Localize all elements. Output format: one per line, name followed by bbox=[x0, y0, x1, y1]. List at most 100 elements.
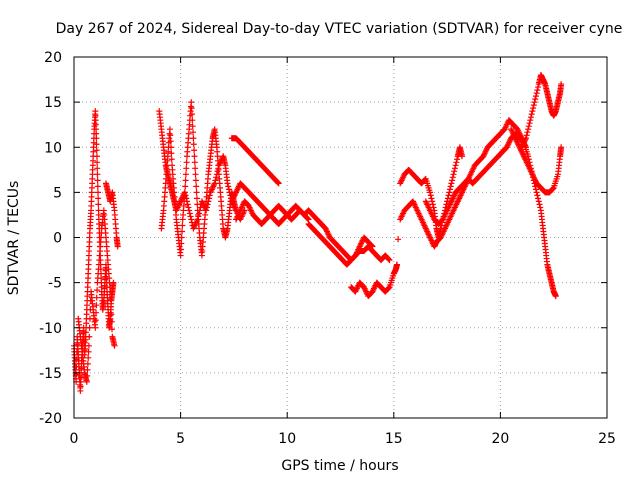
x-tick-label: 5 bbox=[176, 431, 185, 447]
data-point bbox=[183, 159, 190, 166]
data-point bbox=[451, 165, 458, 172]
data-point bbox=[449, 177, 456, 184]
data-point bbox=[166, 126, 173, 133]
data-point bbox=[525, 123, 532, 130]
x-tick-label: 0 bbox=[70, 431, 79, 447]
data-point bbox=[452, 162, 459, 169]
data-point bbox=[211, 180, 218, 187]
data-point bbox=[225, 186, 232, 193]
data-point bbox=[552, 293, 559, 300]
data-point bbox=[215, 165, 222, 172]
data-point bbox=[94, 177, 101, 184]
data-point bbox=[534, 87, 541, 94]
data-point bbox=[85, 354, 92, 361]
data-point bbox=[188, 99, 195, 106]
data-point bbox=[94, 287, 101, 294]
data-point bbox=[213, 171, 220, 178]
data-point bbox=[185, 204, 192, 211]
data-point bbox=[182, 192, 189, 199]
data-point bbox=[177, 246, 184, 253]
data-point bbox=[214, 168, 221, 175]
data-point bbox=[109, 326, 116, 333]
data-point bbox=[532, 186, 539, 193]
data-point bbox=[532, 93, 539, 100]
data-point bbox=[203, 204, 210, 211]
data-point bbox=[191, 153, 198, 160]
data-point bbox=[446, 189, 453, 196]
data-point bbox=[179, 228, 186, 235]
data-point bbox=[275, 180, 282, 187]
data-point bbox=[181, 189, 188, 196]
data-point bbox=[85, 342, 92, 349]
data-point bbox=[533, 90, 540, 97]
data-point bbox=[190, 141, 197, 148]
data-point bbox=[203, 207, 210, 214]
data-point bbox=[206, 195, 213, 202]
data-point bbox=[93, 141, 100, 148]
data-point bbox=[428, 195, 435, 202]
data-point bbox=[274, 179, 281, 186]
data-point bbox=[369, 243, 376, 250]
data-point bbox=[179, 222, 186, 229]
data-point bbox=[191, 147, 198, 154]
data-point bbox=[184, 201, 191, 208]
data-point bbox=[191, 159, 198, 166]
data-point bbox=[226, 189, 233, 196]
data-point bbox=[189, 117, 196, 124]
data-point bbox=[204, 201, 211, 208]
y-tick-label: -15 bbox=[39, 366, 62, 382]
data-point bbox=[448, 180, 455, 187]
data-point bbox=[195, 213, 202, 220]
data-point bbox=[189, 123, 196, 130]
data-point bbox=[549, 185, 556, 192]
data-point bbox=[94, 165, 101, 172]
data-point bbox=[368, 242, 375, 249]
data-point bbox=[450, 171, 457, 178]
data-point bbox=[167, 138, 174, 145]
data-point bbox=[186, 210, 193, 217]
ticks-layer: 0 5 10 15 20 25 -20 -15 -10 -5 0 5 10 15 20 bbox=[39, 50, 616, 447]
data-point bbox=[94, 189, 101, 196]
data-point bbox=[193, 189, 200, 196]
data-point bbox=[522, 135, 529, 142]
grid-layer bbox=[74, 57, 607, 418]
data-point bbox=[449, 174, 456, 181]
data-point bbox=[186, 207, 193, 214]
data-point bbox=[524, 129, 531, 136]
data-point bbox=[95, 195, 102, 202]
data-point bbox=[196, 207, 203, 214]
data-point bbox=[558, 144, 565, 151]
data-point bbox=[178, 234, 185, 241]
data-point bbox=[429, 198, 436, 205]
data-point bbox=[193, 195, 200, 202]
data-point bbox=[84, 360, 91, 367]
data-point bbox=[93, 294, 100, 301]
data-point bbox=[107, 296, 114, 303]
data-point bbox=[386, 257, 393, 264]
data-point bbox=[86, 333, 93, 340]
data-point bbox=[523, 132, 530, 139]
data-point bbox=[531, 99, 538, 106]
y-tick-label: 10 bbox=[44, 140, 62, 156]
y-tick-label: 20 bbox=[44, 50, 62, 66]
data-point bbox=[177, 252, 184, 259]
data-point bbox=[527, 114, 534, 121]
y-tick-label: -20 bbox=[39, 411, 62, 427]
data-point bbox=[427, 192, 434, 199]
data-point bbox=[192, 165, 199, 172]
data-point bbox=[168, 150, 175, 157]
marks-layer bbox=[71, 72, 565, 394]
data-point bbox=[111, 342, 118, 349]
data-point bbox=[94, 171, 101, 178]
data-point bbox=[190, 129, 197, 136]
data-point bbox=[445, 192, 452, 199]
data-point bbox=[193, 183, 200, 190]
data-point bbox=[395, 236, 402, 243]
y-tick-label: 5 bbox=[53, 185, 62, 201]
data-point bbox=[94, 183, 101, 190]
data-point bbox=[527, 117, 534, 124]
data-point bbox=[84, 366, 91, 373]
data-point bbox=[206, 192, 213, 199]
data-point bbox=[86, 324, 93, 331]
